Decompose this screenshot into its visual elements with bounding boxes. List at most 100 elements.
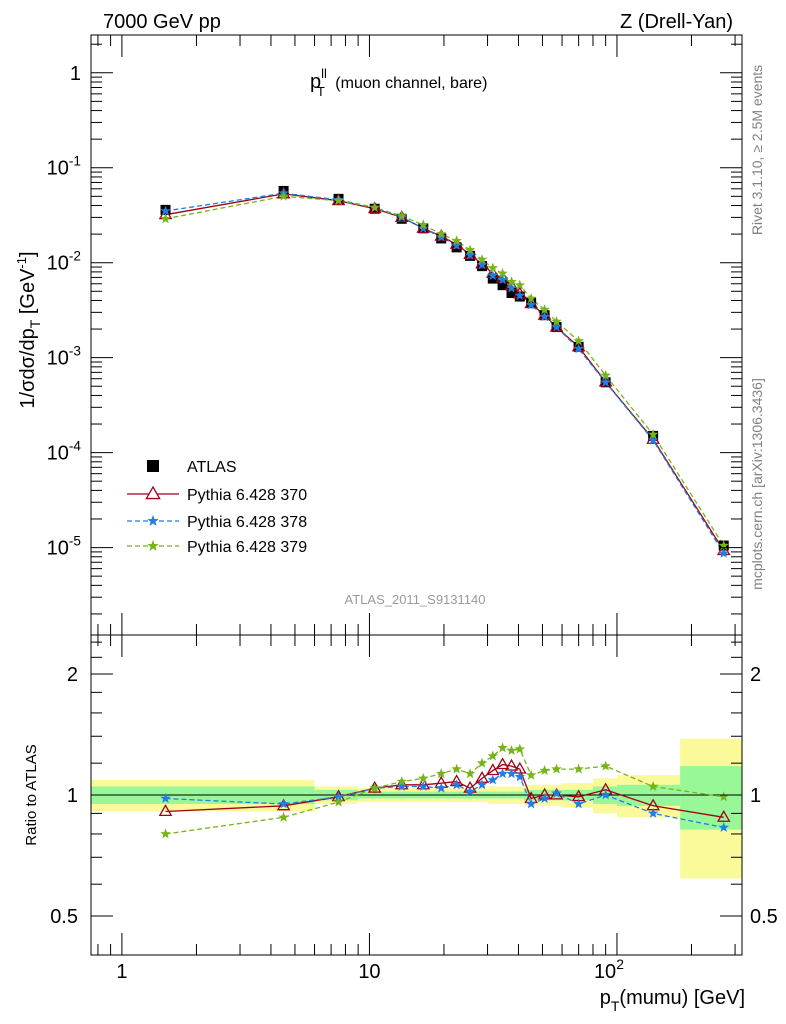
legend-label: Pythia 6.428 378	[187, 514, 307, 531]
ratio-point-379	[514, 743, 525, 754]
ratio-point-378	[160, 793, 171, 803]
legend-label: ATLAS	[187, 459, 237, 476]
ratio-point-370	[276, 798, 291, 811]
mcplots-label: mcplots.cern.ch [arXiv:1306.3436]	[749, 378, 765, 590]
series-point-378	[573, 343, 584, 354]
series-point-379	[487, 262, 498, 273]
series-point-378	[464, 249, 476, 260]
ratio-point-379	[647, 781, 659, 791]
legend-marker-378	[147, 515, 159, 526]
series-point-370	[449, 237, 464, 249]
ratio-panel: 0.5 0.5 1 1 2 2	[50, 634, 778, 956]
ratio-point-370	[485, 763, 500, 776]
series-point-379	[436, 228, 447, 239]
header-right: Z (Drell-Yan)	[620, 11, 733, 33]
main-y-label: 1/σdσ/dpT [GeV-1]	[14, 251, 43, 408]
ratio-point-379	[369, 782, 380, 793]
ratio-point-378	[539, 793, 550, 803]
analysis-id: ATLAS_2011_S9131140	[345, 592, 486, 607]
x-tick-label: 1	[116, 961, 127, 983]
ratio-y-tick-label: 1	[67, 785, 78, 807]
ratio-point-379	[525, 769, 537, 780]
ratio-point-378	[525, 798, 537, 809]
series-point-378	[525, 299, 537, 310]
series-point-379	[525, 293, 537, 303]
legend-label: Pythia 6.428 370	[187, 487, 307, 504]
x-tick-label: 102	[594, 956, 624, 983]
ratio-line-1	[165, 773, 724, 829]
ratio-point-379	[160, 828, 171, 839]
ratio-point-370	[549, 787, 564, 800]
series-point-379	[451, 235, 462, 246]
series-point-378	[514, 290, 525, 301]
ratio-point-370	[158, 804, 173, 817]
series-point-378	[600, 376, 611, 387]
x-tick-label: 10	[358, 961, 380, 983]
ratio-point-378	[464, 786, 476, 796]
ratio-point-378	[551, 787, 562, 798]
plot-title-sup: ll	[321, 66, 327, 81]
ratio-y-tick-label-right: 1	[750, 785, 761, 807]
main-y-tick-label: 10-2	[47, 249, 81, 275]
ratio-band-inner	[680, 766, 742, 830]
series-point-379	[476, 254, 488, 264]
atlas-data-point	[506, 287, 517, 298]
series-point-379	[278, 190, 289, 201]
ratio-point-379	[451, 763, 462, 774]
series-point-379	[333, 195, 344, 206]
ratio-y-label: Ratio to ATLAS	[23, 744, 40, 845]
ratio-point-378	[436, 782, 447, 793]
series-point-379	[647, 429, 659, 439]
series-point-378	[160, 205, 171, 216]
series-point-379	[369, 202, 380, 213]
ratio-point-379	[573, 763, 584, 774]
series-point-378	[418, 222, 429, 233]
ratio-y-tick-label: 0.5	[50, 906, 78, 928]
series-point-379	[506, 276, 517, 287]
legend-label: Pythia 6.428 379	[187, 539, 307, 556]
legend: ATLAS Pythia 6.428 370 Pythia 6.428 378 Pyt…	[127, 459, 307, 556]
series-point-379	[514, 279, 525, 290]
series-point-379	[418, 219, 429, 230]
series-point-378	[497, 274, 508, 285]
legend-marker-atlas	[147, 460, 159, 472]
ratio-point-379	[333, 796, 344, 807]
main-y-tick-label: 10-5	[47, 534, 81, 560]
main-y-tick-label: 10-3	[47, 344, 81, 370]
ratio-point-378	[600, 789, 611, 800]
ratio-point-378	[418, 781, 429, 791]
ratio-point-379	[600, 760, 611, 771]
ratio-point-378	[476, 779, 488, 790]
main-y-tick-label: 1	[70, 63, 81, 85]
ratio-point-379	[551, 763, 562, 774]
series-point-378	[476, 259, 488, 270]
ratio-point-378	[497, 768, 508, 779]
series-point-370	[434, 228, 449, 241]
ratio-point-379	[278, 811, 289, 822]
series-point-378	[436, 231, 447, 242]
ratio-point-379	[436, 768, 447, 779]
legend-marker-370	[145, 485, 161, 500]
ratio-point-378	[506, 768, 517, 779]
atlas-data-point	[497, 280, 508, 291]
series-point-379	[718, 540, 729, 550]
ratio-point-378	[514, 771, 525, 782]
main-y-tick-label: 10-1	[47, 154, 81, 180]
ratio-point-379	[396, 776, 407, 786]
main-y-tick-label: 10-4	[47, 439, 82, 465]
ratio-point-378	[573, 798, 584, 809]
x-axis-label: pT(mumu) [GeV]	[600, 987, 745, 1014]
series-point-378	[451, 239, 462, 250]
ratio-point-378	[451, 779, 462, 790]
series-point-378	[647, 434, 659, 445]
ratio-point-379	[487, 750, 498, 761]
series-point-379	[497, 268, 508, 278]
series-point-378	[718, 547, 729, 558]
series-point-378	[551, 321, 562, 332]
ratio-point-378	[333, 791, 344, 802]
ratio-y-tick-label: 2	[67, 664, 78, 686]
ratio-point-378	[718, 822, 729, 832]
series-point-379	[600, 369, 611, 380]
ratio-point-378	[647, 807, 659, 818]
svg-text:1/σdσ/dpT [GeV-1]: 1/σdσ/dpT [GeV-1]	[14, 251, 43, 408]
